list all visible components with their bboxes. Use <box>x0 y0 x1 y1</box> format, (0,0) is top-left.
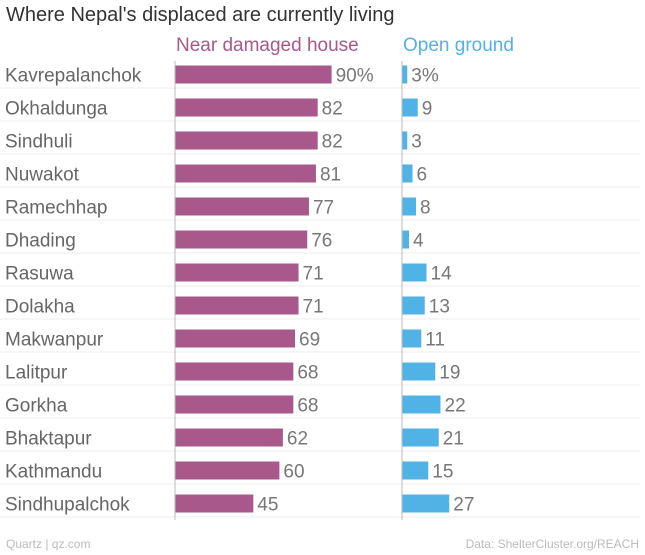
bar-open-ground <box>402 131 408 150</box>
category-label: Sindhupalchok <box>5 495 130 516</box>
category-label: Sindhuli <box>5 132 73 153</box>
footer-source: Data: ShelterCluster.org/REACH <box>465 537 639 551</box>
bar-open-ground <box>402 329 422 348</box>
data-label: 71 <box>303 297 324 318</box>
legend-near-damaged-house: Near damaged house <box>176 35 359 56</box>
data-label: 6 <box>417 165 428 186</box>
bar-near-damaged-house <box>175 395 294 414</box>
data-label: 71 <box>303 264 324 285</box>
category-label: Rasuwa <box>5 264 74 285</box>
data-label: 9 <box>422 99 433 120</box>
category-label: Nuwakot <box>5 165 80 186</box>
data-label: 3% <box>411 66 439 87</box>
bar-open-ground <box>402 65 408 84</box>
data-label: 68 <box>297 363 318 384</box>
category-label: Ramechhap <box>5 198 107 219</box>
bar-open-ground <box>402 461 429 480</box>
bar-open-ground <box>402 197 416 216</box>
bar-near-damaged-house <box>175 164 316 183</box>
data-label: 21 <box>443 429 464 450</box>
bar-open-ground <box>402 164 413 183</box>
bar-open-ground <box>402 98 418 117</box>
data-label: 82 <box>322 132 343 153</box>
category-label: Kathmandu <box>5 462 102 483</box>
bar-near-damaged-house <box>175 65 332 84</box>
data-label: 13 <box>429 297 450 318</box>
bar-open-ground <box>402 362 436 381</box>
footer-credit: Quartz | qz.com <box>6 537 91 551</box>
bar-near-damaged-house <box>175 98 318 117</box>
data-label: 3 <box>411 132 422 153</box>
bar-near-damaged-house <box>175 362 294 381</box>
bar-open-ground <box>402 494 450 513</box>
data-label: 90% <box>336 66 374 87</box>
bar-near-damaged-house <box>175 296 299 315</box>
bar-near-damaged-house <box>175 197 309 216</box>
legend-open-ground: Open ground <box>403 35 514 56</box>
bar-near-damaged-house <box>175 494 254 513</box>
category-label: Dolakha <box>5 297 75 318</box>
bar-open-ground <box>402 263 427 282</box>
bar-open-ground <box>402 428 439 447</box>
category-label: Bhaktapur <box>5 429 92 450</box>
data-label: 19 <box>439 363 460 384</box>
chart-title: Where Nepal's displaced are currently li… <box>6 4 395 26</box>
bar-open-ground <box>402 395 441 414</box>
data-label: 69 <box>299 330 320 351</box>
category-label: Lalitpur <box>5 363 68 384</box>
category-label: Kavrepalanchok <box>5 66 142 87</box>
bar-open-ground <box>402 230 409 249</box>
category-label: Makwanpur <box>5 330 104 351</box>
data-label: 60 <box>283 462 304 483</box>
bar-near-damaged-house <box>175 461 280 480</box>
data-label: 4 <box>413 231 424 252</box>
data-label: 81 <box>320 165 341 186</box>
data-label: 68 <box>297 396 318 417</box>
data-label: 76 <box>311 231 332 252</box>
bar-near-damaged-house <box>175 131 318 150</box>
category-label: Okhaldunga <box>5 99 108 120</box>
data-label: 45 <box>257 495 278 516</box>
data-label: 8 <box>420 198 431 219</box>
data-label: 22 <box>445 396 466 417</box>
bar-open-ground <box>402 296 425 315</box>
data-label: 27 <box>453 495 474 516</box>
bar-near-damaged-house <box>175 329 296 348</box>
bar-near-damaged-house <box>175 230 308 249</box>
data-label: 77 <box>313 198 334 219</box>
category-label: Dhading <box>5 231 76 252</box>
data-label: 11 <box>425 330 445 351</box>
data-label: 62 <box>287 429 308 450</box>
bar-near-damaged-house <box>175 263 299 282</box>
bar-near-damaged-house <box>175 428 283 447</box>
category-label: Gorkha <box>5 396 68 417</box>
data-label: 82 <box>322 99 343 120</box>
data-label: 15 <box>432 462 453 483</box>
data-label: 14 <box>431 264 453 285</box>
